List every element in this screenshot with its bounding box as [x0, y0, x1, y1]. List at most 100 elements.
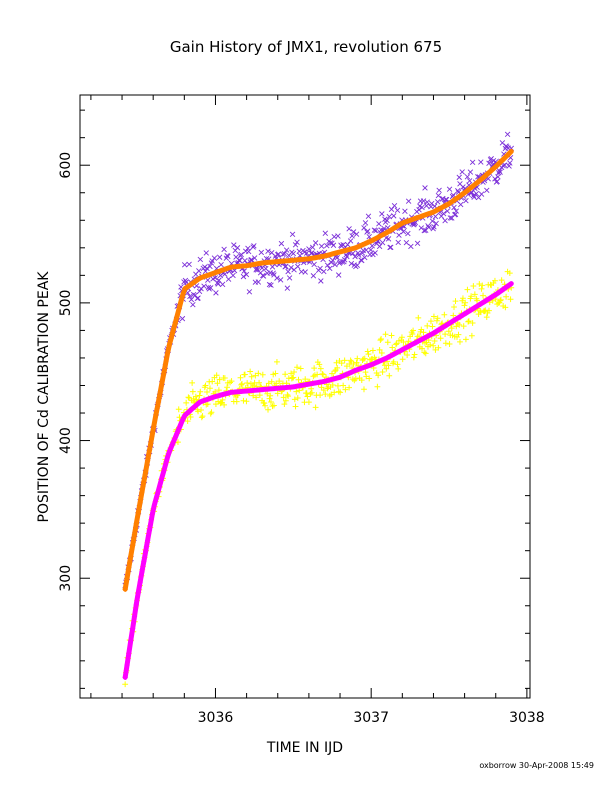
fit-curves — [122, 148, 514, 680]
plus-point — [288, 375, 295, 382]
cross-point — [347, 238, 354, 244]
cross-point — [242, 257, 248, 264]
plus-point — [351, 377, 358, 384]
cross-point — [346, 226, 352, 232]
plus-point — [332, 368, 338, 374]
cross-point — [254, 265, 260, 272]
cross-point — [234, 245, 241, 251]
cross-point — [372, 250, 378, 256]
fit-curve-1 — [122, 148, 514, 592]
plus-point — [450, 312, 457, 319]
fit-sample-marker — [144, 458, 151, 464]
cross-point — [286, 275, 293, 281]
fit-sample-marker — [131, 613, 138, 620]
cross-point — [391, 203, 398, 209]
cross-point — [344, 253, 350, 260]
cross-point — [324, 262, 331, 268]
plus-point — [459, 297, 466, 304]
plus-point — [480, 292, 486, 299]
cross-point — [386, 213, 393, 220]
cross-point — [321, 268, 327, 275]
plus-point — [481, 308, 488, 315]
cross-point — [332, 261, 338, 268]
cross-point — [436, 187, 442, 194]
plus-point — [437, 335, 444, 342]
plus-point — [322, 391, 329, 398]
plus-point — [265, 406, 271, 413]
plus-point — [271, 402, 277, 409]
cross-point — [213, 290, 219, 296]
plus-point — [308, 385, 315, 392]
plus-point — [317, 392, 323, 398]
cross-point — [470, 193, 477, 199]
plus-point — [272, 370, 279, 377]
plus-point — [399, 356, 406, 363]
x-tick-label: 3037 — [353, 710, 389, 726]
cross-point — [432, 213, 439, 220]
cross-point — [202, 268, 209, 274]
cross-point — [421, 227, 427, 234]
plus-point — [250, 392, 257, 399]
fit-sample-marker — [128, 638, 134, 644]
plus-point — [296, 387, 303, 394]
plus-point — [445, 328, 452, 335]
cross-point — [285, 268, 291, 275]
plus-point — [213, 372, 220, 379]
cross-point — [391, 213, 397, 219]
plus-point — [427, 341, 434, 348]
plus-point — [175, 406, 182, 413]
plus-point — [184, 418, 191, 425]
cross-point — [341, 257, 348, 263]
plus-point — [261, 400, 268, 407]
fit-sample-marker — [122, 586, 128, 592]
cross-point — [344, 241, 351, 248]
cross-point — [310, 273, 317, 279]
cross-point — [497, 169, 503, 175]
fit-sample-marker — [137, 499, 143, 505]
cross-point — [408, 243, 414, 250]
cross-point — [255, 279, 262, 285]
cross-point — [327, 265, 333, 272]
plus-point — [309, 389, 315, 396]
data-points — [122, 131, 515, 688]
plus-point — [411, 351, 418, 358]
cross-point — [281, 251, 288, 257]
plus-point — [347, 357, 354, 364]
chart-title: Gain History of JMX1, revolution 675 — [169, 38, 443, 56]
plus-point — [199, 413, 206, 419]
cross-point — [294, 239, 300, 245]
cross-point — [394, 207, 401, 214]
plus-point — [304, 393, 311, 400]
cross-point — [376, 221, 382, 227]
cross-point — [334, 254, 340, 261]
plus-point — [238, 381, 245, 388]
plus-point — [476, 281, 483, 287]
plus-point — [331, 389, 338, 396]
plus-point — [383, 365, 390, 372]
plus-point — [265, 380, 272, 387]
plus-point — [189, 388, 196, 395]
fit-sample-marker — [141, 478, 147, 485]
cross-point — [237, 257, 243, 264]
plus-point — [365, 351, 372, 357]
cross-point — [317, 265, 323, 272]
cross-point — [384, 217, 390, 224]
fit-sample-marker — [133, 601, 139, 607]
plus-point — [435, 344, 442, 351]
cross-point — [467, 169, 474, 175]
plus-point — [314, 371, 321, 378]
cross-point — [504, 131, 511, 138]
cross-point — [349, 233, 355, 239]
cross-point — [446, 186, 453, 192]
plus-point — [214, 380, 221, 387]
cross-point — [292, 242, 299, 248]
cross-point — [362, 220, 369, 226]
cross-point — [265, 248, 271, 254]
cross-point — [388, 244, 394, 251]
cross-point — [289, 231, 296, 238]
cross-point — [309, 244, 316, 251]
cross-point — [330, 257, 336, 264]
cross-point — [225, 276, 232, 282]
plus-point — [221, 375, 228, 381]
